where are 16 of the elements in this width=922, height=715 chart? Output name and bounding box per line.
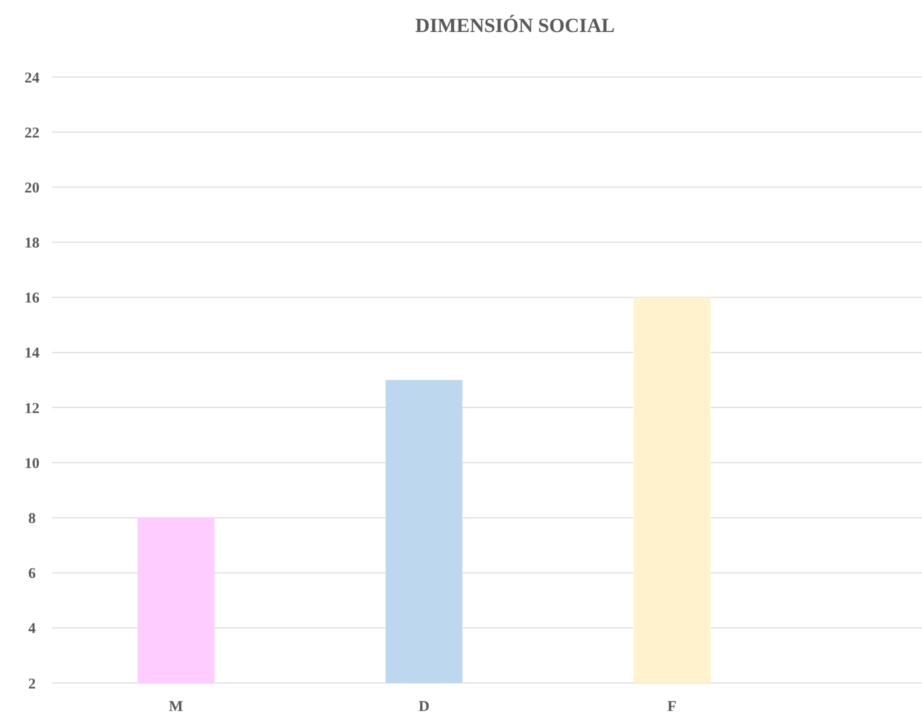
x-tick-label: D xyxy=(418,699,430,715)
y-tick-label: 2 xyxy=(28,676,36,692)
y-tick-label: 16 xyxy=(24,290,40,307)
chart-title: DIMENSIÓN SOCIAL xyxy=(415,14,615,37)
x-tick-label: F xyxy=(667,699,677,715)
y-tick-label: 14 xyxy=(24,346,40,362)
y-tick-label: 24 xyxy=(24,70,40,86)
y-tick-label: 12 xyxy=(24,400,40,417)
y-tick-label: 20 xyxy=(24,180,40,196)
y-tick-label: 4 xyxy=(28,621,36,638)
x-tick-label: M xyxy=(168,699,184,715)
y-tick-label: 10 xyxy=(24,456,40,472)
y-tick-label: 6 xyxy=(28,566,36,582)
y-tick-label: 8 xyxy=(28,510,36,527)
y-tick-label: 18 xyxy=(24,236,40,252)
y-tick-label: 22 xyxy=(24,125,40,142)
